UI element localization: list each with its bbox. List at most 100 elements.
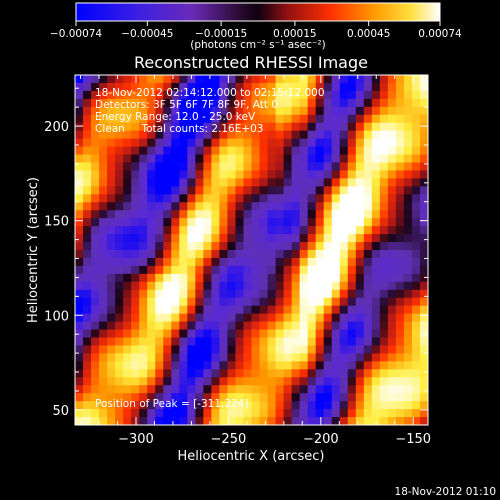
heatmap-cell bbox=[147, 170, 156, 179]
heatmap-cell bbox=[419, 82, 428, 92]
heatmap-cell bbox=[115, 186, 124, 195]
heatmap-cell bbox=[323, 257, 333, 267]
heatmap-cell bbox=[299, 417, 309, 425]
heatmap-cell bbox=[211, 273, 221, 283]
heatmap-cell bbox=[315, 194, 325, 203]
heatmap-cell bbox=[115, 218, 124, 227]
heatmap-cell bbox=[107, 75, 116, 84]
heatmap-cell bbox=[363, 361, 373, 370]
heatmap-cell bbox=[211, 218, 221, 227]
heatmap-cell bbox=[387, 146, 397, 156]
heatmap-cell bbox=[155, 313, 164, 323]
heatmap-cell bbox=[91, 361, 100, 370]
heatmap-cell bbox=[75, 234, 84, 243]
heatmap-cell bbox=[331, 273, 341, 283]
heatmap-cell bbox=[371, 178, 381, 187]
heatmap-cell bbox=[387, 401, 397, 410]
heatmap-cell bbox=[251, 337, 261, 347]
heatmap-cell bbox=[99, 242, 108, 251]
heatmap-cell bbox=[99, 289, 108, 299]
heatmap-cell bbox=[139, 138, 148, 148]
heatmap-cell bbox=[331, 194, 341, 203]
heatmap-cell bbox=[147, 98, 156, 108]
heatmap-cell bbox=[323, 210, 333, 219]
heatmap-cell bbox=[411, 257, 421, 267]
heatmap-cell bbox=[411, 353, 421, 362]
heatmap-cell bbox=[411, 345, 421, 354]
heatmap-cell bbox=[363, 130, 373, 140]
heatmap-cell bbox=[203, 98, 212, 108]
heatmap-cell bbox=[75, 194, 84, 203]
heatmap-cell bbox=[387, 361, 397, 370]
heatmap-cell bbox=[379, 393, 389, 402]
heatmap-cell bbox=[259, 210, 269, 219]
heatmap-cell bbox=[235, 202, 245, 211]
heatmap-cell bbox=[283, 146, 293, 156]
heatmap-cell bbox=[283, 154, 293, 164]
heatmap-cell bbox=[387, 114, 397, 124]
heatmap-cell bbox=[139, 210, 148, 219]
heatmap-cell bbox=[267, 377, 277, 386]
heatmap-cell bbox=[291, 218, 301, 227]
heatmap-cell bbox=[387, 273, 397, 283]
heatmap-cell bbox=[211, 202, 221, 211]
heatmap-cell bbox=[315, 257, 325, 267]
heatmap-cell bbox=[243, 130, 253, 140]
heatmap-cell bbox=[99, 250, 108, 259]
heatmap-cell bbox=[283, 289, 293, 299]
heatmap-cell bbox=[187, 154, 196, 164]
heatmap-cell bbox=[227, 82, 237, 92]
heatmap-cell bbox=[275, 154, 285, 164]
heatmap-cell bbox=[331, 369, 341, 378]
heatmap-cell bbox=[195, 289, 204, 299]
heatmap-cell bbox=[371, 234, 381, 243]
heatmap-cell bbox=[235, 75, 245, 84]
heatmap-cell bbox=[131, 210, 140, 219]
heatmap-cell bbox=[171, 377, 180, 386]
heatmap-cell bbox=[315, 226, 325, 235]
heatmap-cell bbox=[155, 130, 164, 140]
heatmap-cell bbox=[347, 321, 357, 331]
heatmap-cell bbox=[75, 202, 84, 211]
heatmap-cell bbox=[227, 178, 237, 187]
heatmap-cell bbox=[163, 417, 172, 425]
heatmap-cell bbox=[75, 242, 84, 251]
heatmap-cell bbox=[179, 321, 188, 331]
heatmap-cell bbox=[291, 329, 301, 339]
heatmap-cell bbox=[339, 234, 349, 243]
heatmap-cell bbox=[275, 138, 285, 148]
heatmap-cell bbox=[107, 226, 116, 235]
heatmap-cell bbox=[211, 114, 221, 124]
heatmap-cell bbox=[387, 337, 397, 347]
heatmap-cell bbox=[323, 130, 333, 140]
heatmap-cell bbox=[275, 210, 285, 219]
heatmap-cell bbox=[363, 353, 373, 362]
heatmap-cell bbox=[419, 393, 428, 402]
annotation-block: 18-Nov-2012 02:14:12.000 to 02:15:12.000… bbox=[95, 87, 325, 135]
heatmap-cell bbox=[419, 417, 428, 425]
heatmap-cell bbox=[387, 226, 397, 235]
heatmap-cell bbox=[179, 337, 188, 347]
heatmap-cell bbox=[259, 321, 269, 331]
heatmap-cell bbox=[331, 218, 341, 227]
heatmap-cell bbox=[195, 202, 204, 211]
heatmap-cell bbox=[331, 138, 341, 148]
heatmap-cell bbox=[267, 273, 277, 283]
heatmap-cell bbox=[99, 281, 108, 291]
heatmap-cell bbox=[355, 393, 365, 402]
heatmap-cell bbox=[123, 178, 132, 187]
heatmap-cell bbox=[307, 409, 317, 418]
heatmap-cell bbox=[243, 409, 253, 418]
heatmap-cell bbox=[299, 361, 309, 370]
heatmap-cell bbox=[83, 202, 92, 211]
heatmap-cell bbox=[107, 242, 116, 251]
heatmap-cell bbox=[283, 417, 293, 425]
heatmap-cell bbox=[115, 202, 124, 211]
heatmap-cell bbox=[75, 265, 84, 275]
heatmap-cell bbox=[179, 401, 188, 410]
heatmap-cell bbox=[363, 289, 373, 299]
heatmap-cell bbox=[395, 377, 405, 386]
heatmap-cell bbox=[275, 409, 285, 418]
heatmap-cell bbox=[139, 313, 148, 323]
heatmap-cell bbox=[243, 281, 253, 291]
